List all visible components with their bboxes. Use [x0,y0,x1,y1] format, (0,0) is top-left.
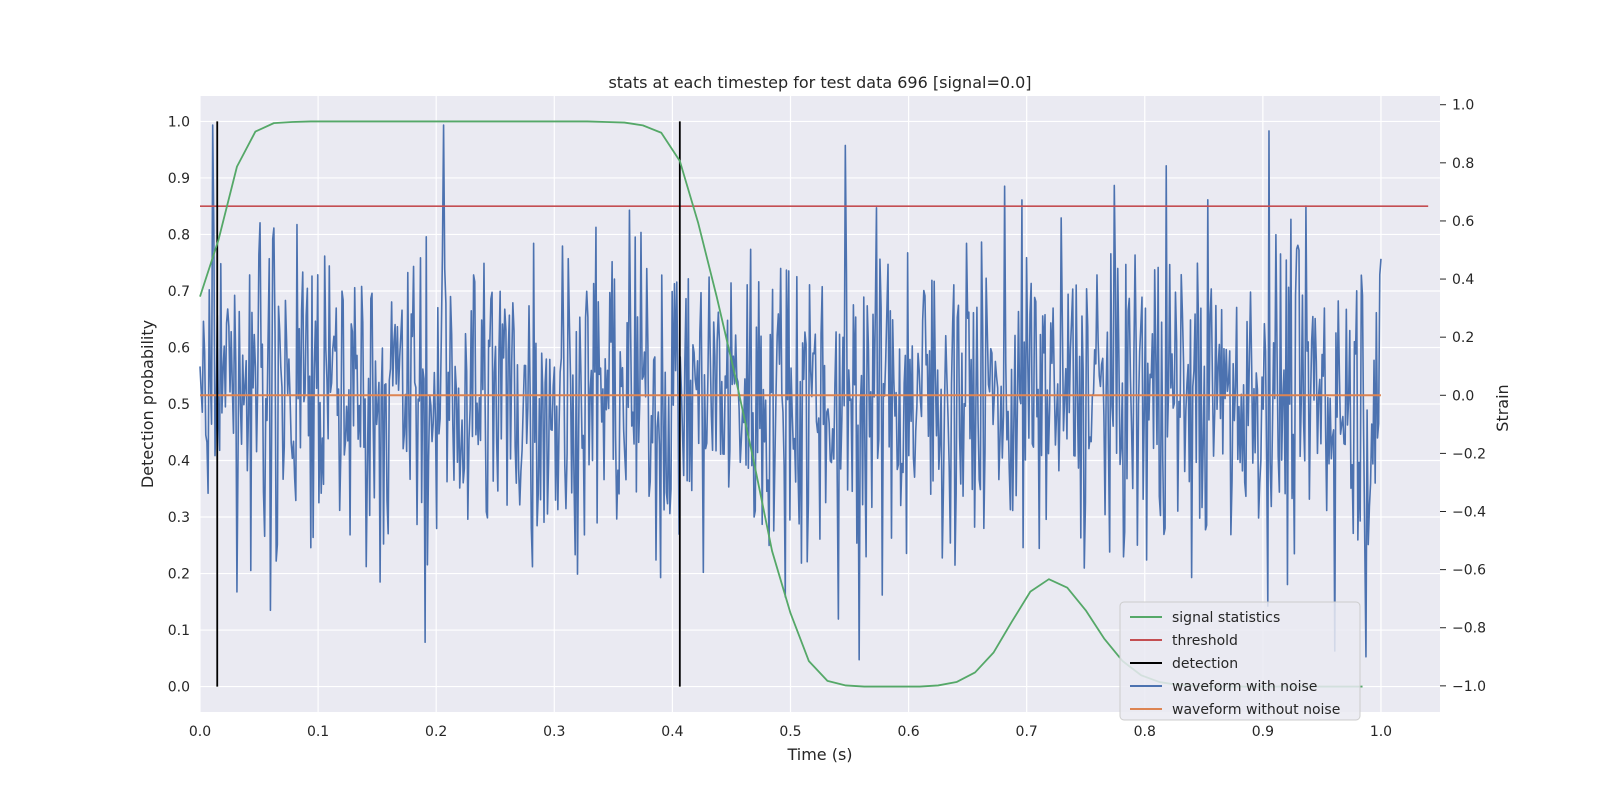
x-tick-label: 0.5 [779,724,801,740]
y-tick-label: 0.4 [168,454,190,470]
y-tick-label: 0.2 [168,567,190,583]
x-axis-label: Time (s) [786,745,852,764]
legend-label-threshold: threshold [1172,633,1238,649]
legend: signal statistics threshold detection wa… [1119,601,1361,721]
x-tick-label: 0.9 [1252,724,1274,740]
legend-label-detection: detection [1172,656,1238,672]
y2-tick-label: −0.6 [1452,563,1486,579]
y2-tick-label: −0.4 [1452,505,1486,521]
y2-tick-label: 0.0 [1452,388,1474,404]
x-tick-label: 0.3 [543,724,565,740]
chart-title: stats at each timestep for test data 696… [608,73,1031,92]
y2-tick-label: 1.0 [1452,98,1474,114]
y-tick-label: 0.1 [168,623,190,639]
waveform-with-noise-line [199,124,1382,661]
y-tick-label: 0.3 [168,510,190,526]
x-tick-label: 0.0 [189,724,211,740]
y2-tick-label: −1.0 [1452,679,1486,695]
x-tick-label: 0.8 [1134,724,1156,740]
y-tick-label: 0.6 [168,340,190,356]
y-tick-label: 0.7 [168,284,190,300]
legend-label-waveform-with-noise: waveform with noise [1172,679,1317,695]
y2-tick-label: 0.4 [1452,272,1474,288]
legend-box [1119,601,1361,721]
y-tick-label: 0.0 [168,680,190,696]
axes-layer: 0.0 0.1 0.2 0.3 0.4 0.5 0.6 0.7 0.8 0.9 1.0 0.0 0.1 0… [168,98,1486,740]
y2-tick-label: 0.6 [1452,214,1474,230]
y-tick-label: 1.0 [168,114,190,130]
x-tick-label: 0.7 [1016,724,1038,740]
x-tick-label: 0.2 [425,724,447,740]
x-tick-label: 1.0 [1370,724,1392,740]
legend-label-signal-statistics: signal statistics [1172,610,1280,626]
y-tick-label: 0.9 [168,171,190,187]
y2-axis-label: Strain [1493,384,1512,431]
legend-label-waveform-without-noise: waveform without noise [1172,702,1340,718]
x-tick-label: 0.4 [661,724,683,740]
y-axis-label: Detection probability [138,320,157,488]
y2-tick-label: 0.8 [1452,156,1474,172]
y2-tick-label: −0.2 [1452,446,1486,462]
y2-tick-label: 0.2 [1452,330,1474,346]
y-tick-label: 0.5 [168,397,190,413]
y-tick-label: 0.8 [168,227,190,243]
y2-tick-label: −0.8 [1452,621,1486,637]
x-tick-label: 0.6 [897,724,919,740]
x-tick-label: 0.1 [307,724,329,740]
